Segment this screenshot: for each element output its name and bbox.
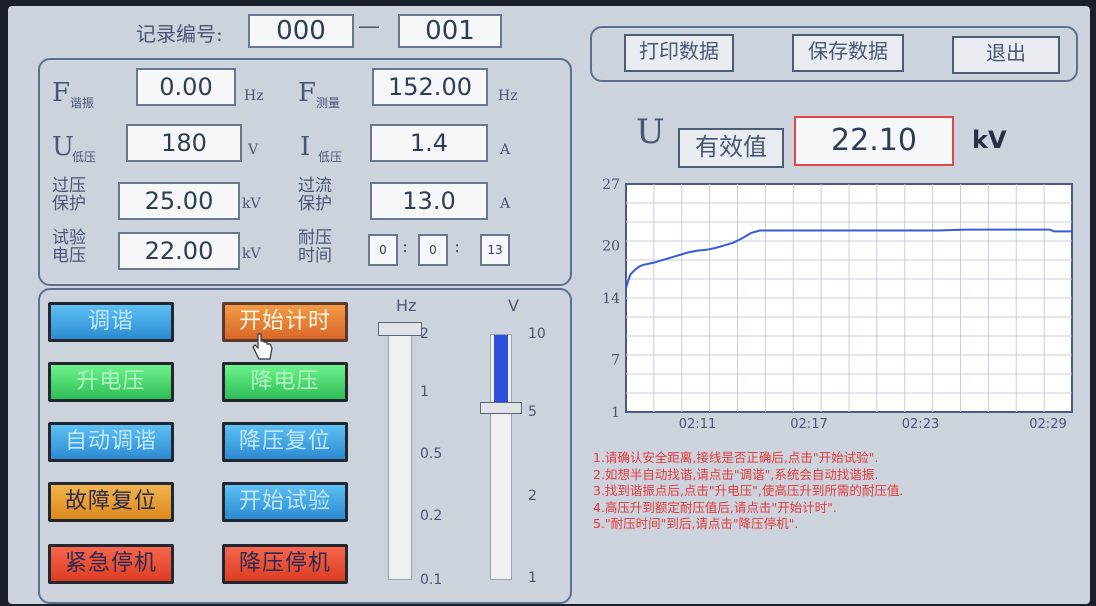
tune-button[interactable]: 调谐: [48, 302, 174, 342]
u-low-symbol: U: [52, 132, 74, 162]
f-res-sub: 谐振: [70, 96, 95, 110]
i-low-unit: A: [500, 142, 511, 158]
chart-x-tick-label: 02:17: [790, 417, 827, 430]
over-voltage-label-2: 保护: [52, 194, 86, 214]
hz-tick-1: 1: [420, 384, 429, 400]
hz-tick-02: 0.2: [420, 508, 443, 524]
f-meas-symbol: F: [298, 78, 317, 108]
hz-tick-05: 0.5: [420, 446, 443, 462]
u-low-sub: 低压: [72, 150, 97, 164]
hz-slider-track[interactable]: [388, 328, 412, 580]
raise-voltage-button[interactable]: 升电压: [48, 362, 174, 402]
chart-series-line: [625, 228, 1072, 289]
chart-y-tick-label: 7: [611, 352, 620, 368]
over-voltage-unit: kV: [242, 196, 261, 212]
emergency-stop-button[interactable]: 紧急停机: [48, 544, 174, 584]
toolbar-panel: [590, 26, 1078, 82]
withstand-hours-field[interactable]: 0: [368, 234, 398, 266]
chart-x-tick-label: 02:11: [679, 417, 716, 430]
chart-y-tick-label: 20: [602, 238, 620, 254]
save-data-button[interactable]: 保存数据: [792, 34, 904, 72]
u-low-unit: V: [248, 142, 259, 158]
readout-value: 22.10: [794, 116, 954, 166]
time-sep-1: :: [402, 236, 409, 257]
hz-tick-01: 0.1: [420, 572, 443, 588]
v-slider-label: V: [508, 296, 519, 315]
rms-mode-button[interactable]: 有效值: [678, 128, 784, 168]
over-voltage-label-1: 过压: [52, 176, 86, 196]
v-slider-track[interactable]: [490, 334, 512, 580]
withstand-seconds-field[interactable]: 13: [480, 234, 510, 266]
over-current-label-1: 过流: [298, 176, 332, 196]
over-current-unit: A: [500, 196, 511, 212]
hmi-screen: 记录编号: 000 — 001 F 谐振 0.00 Hz F 测量 152.00…: [8, 6, 1090, 604]
test-voltage-label-2: 电压: [52, 246, 86, 266]
instruction-5: 5."耐压时间"到后,请点击"降压停机".: [593, 516, 799, 531]
parameters-panel: [38, 58, 572, 286]
time-sep-2: :: [454, 236, 461, 257]
i-low-sub: 低压: [318, 150, 343, 164]
v-tick-1: 1: [528, 570, 537, 586]
instruction-3: 3.找到谐振点后,点击"升电压",使高压升到所需的耐压值.: [593, 483, 904, 498]
withstand-time-label-1: 耐压: [298, 228, 332, 248]
i-low-value: 1.4: [370, 124, 488, 162]
hand-cursor-icon: [252, 333, 273, 360]
print-data-button[interactable]: 打印数据: [624, 34, 734, 72]
record-start-field[interactable]: 000: [248, 14, 354, 48]
v-level-bar: [494, 335, 508, 408]
f-meas-sub: 测量: [316, 96, 341, 110]
v-tick-10: 10: [528, 326, 546, 342]
instruction-1: 1.请确认安全距离,接线是否正确后,点击"开始试验".: [593, 450, 879, 465]
v-tick-2: 2: [528, 488, 537, 504]
f-res-unit: Hz: [244, 88, 264, 104]
hz-slider-label: Hz: [396, 296, 417, 315]
f-meas-unit: Hz: [498, 88, 518, 104]
chart-x-tick-label: 02:23: [902, 417, 939, 430]
lower-reset-button[interactable]: 降压复位: [222, 422, 348, 462]
withstand-minutes-field[interactable]: 0: [418, 234, 448, 266]
record-end-field[interactable]: 001: [398, 14, 502, 48]
over-current-label-2: 保护: [298, 194, 332, 214]
controls-panel: [38, 288, 572, 604]
over-voltage-field[interactable]: 25.00: [118, 182, 240, 220]
f-res-symbol: F: [52, 78, 71, 108]
auto-tune-button[interactable]: 自动调谐: [48, 422, 174, 462]
withstand-time-label-2: 时间: [298, 246, 332, 266]
hz-tick-2: 2: [420, 326, 429, 342]
chart-y-tick-label: 1: [611, 405, 620, 421]
readout-unit: kV: [972, 126, 1007, 154]
record-label: 记录编号:: [136, 22, 223, 46]
record-dash: —: [358, 14, 380, 39]
hz-slider-handle[interactable]: [378, 322, 422, 336]
chart-y-tick-label: 14: [602, 291, 620, 307]
instruction-4: 4.高压升到额定耐压值后,请点击"开始计时".: [593, 499, 837, 515]
lower-stop-button[interactable]: 降压停机: [222, 544, 348, 584]
exit-button[interactable]: 退出: [952, 36, 1060, 74]
instruction-2: 2.如想半自动找谐,请点击"调谐",系统会自动找谐振.: [593, 466, 879, 482]
i-low-symbol: I: [300, 132, 311, 162]
v-slider-handle[interactable]: [480, 402, 522, 414]
f-meas-value: 152.00: [372, 68, 488, 106]
fault-reset-button[interactable]: 故障复位: [48, 482, 174, 522]
u-low-value: 180: [126, 124, 242, 162]
instructions-block: 1.请确认安全距离,接线是否正确后,点击"开始试验". 2.如想半自动找谐,请点…: [593, 450, 903, 533]
start-test-button[interactable]: 开始试验: [222, 482, 348, 522]
lower-voltage-button[interactable]: 降电压: [222, 362, 348, 402]
voltage-chart: 27 20 14 7 1 02:11 02:17 02:23 02:29: [602, 177, 1073, 430]
v-tick-5: 5: [528, 404, 537, 420]
start-timer-button[interactable]: 开始计时: [222, 302, 348, 342]
test-voltage-field[interactable]: 22.00: [118, 232, 240, 270]
readout-symbol: U: [636, 112, 665, 152]
test-voltage-label-1: 试验: [52, 228, 86, 248]
f-res-value: 0.00: [136, 68, 236, 106]
over-current-field[interactable]: 13.0: [370, 182, 488, 220]
chart-x-tick-label: 02:29: [1029, 417, 1066, 430]
test-voltage-unit: kV: [242, 246, 261, 262]
chart-y-tick-label: 27: [602, 177, 620, 193]
